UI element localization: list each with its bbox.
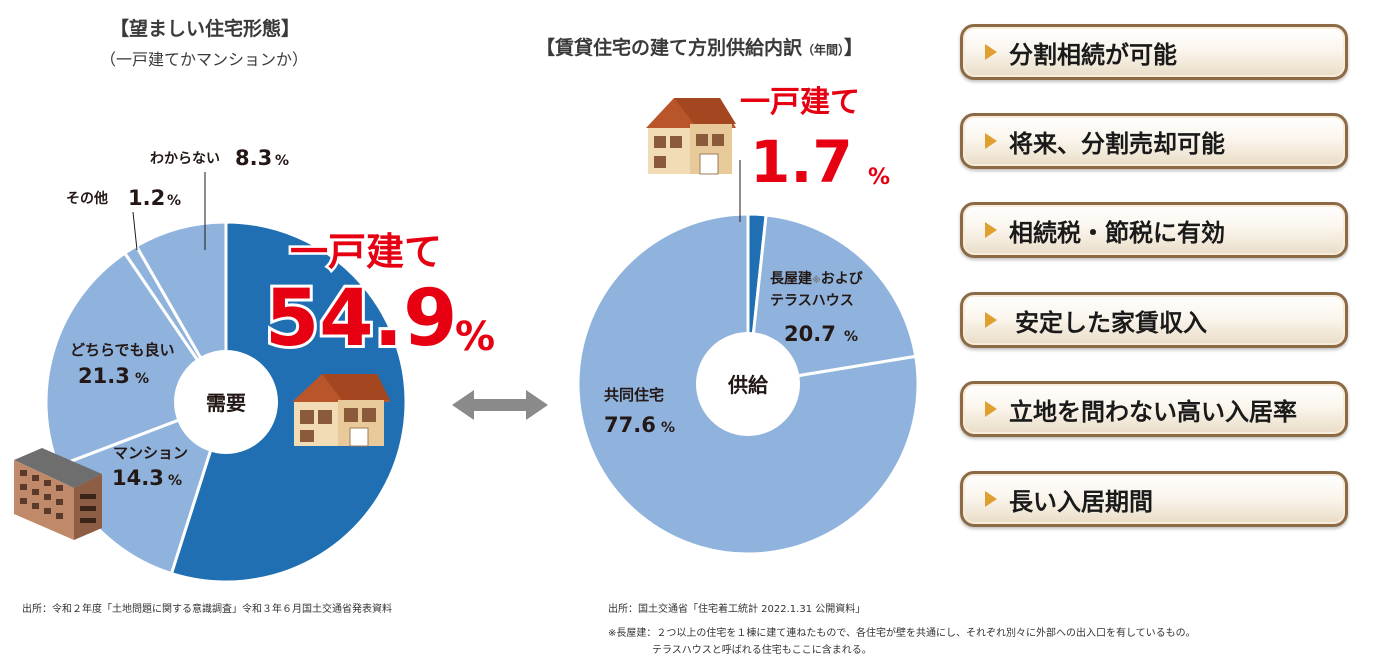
feature-item-label: 立地を問わない高い入居率	[1009, 397, 1297, 426]
left-pie-center-label: 需要	[206, 391, 246, 415]
feature-item-2: 将来、分割売却可能	[960, 113, 1348, 169]
pie-slice-1	[169, 220, 408, 584]
triangle-marker-icon	[985, 401, 997, 417]
label-nagaya-value: 20.7	[784, 322, 836, 346]
triangle-marker-icon	[985, 222, 997, 238]
feature-item-5: 立地を問わない高い入居率	[960, 381, 1348, 437]
label-mansion-unit: %	[168, 473, 182, 489]
feature-item-1: 分割相続が可能	[960, 24, 1348, 80]
feature-item-label: 分割相続が可能	[1009, 40, 1177, 69]
label-wakaranai-name: わからない	[150, 151, 220, 167]
triangle-marker-icon	[985, 133, 997, 149]
feature-item-3: 相続税・節税に有効	[960, 202, 1348, 258]
label-dochira-unit: %	[135, 371, 149, 387]
triangle-marker-icon	[985, 491, 997, 507]
label-wakaranai-unit: %	[275, 153, 289, 169]
right-highlight-value: 1.7	[750, 128, 853, 196]
label-wakaranai-value: 8.3	[235, 146, 272, 170]
right-source-note: 出所：国土交通省「住宅着工統計 2022.1.31 公開資料」	[608, 604, 866, 615]
double-arrow-icon	[452, 390, 548, 420]
left-chart-subtitle: （一戸建てかマンションか）	[100, 50, 309, 69]
right-chart-title-small: （年間）	[802, 43, 845, 57]
label-mansion-name: マンション	[113, 444, 188, 462]
triangle-marker-icon	[985, 44, 997, 60]
label-nagaya-name-2: テラスハウス	[770, 293, 854, 309]
feature-item-label: 長い入居期間	[1009, 487, 1153, 516]
label-kyodo-unit: %	[661, 420, 675, 436]
label-other-value: 1.2	[128, 186, 165, 210]
right-chart-title-end: 】	[844, 37, 864, 59]
right-pie-center-label: 供給	[727, 373, 769, 397]
label-mansion-value: 14.3	[112, 466, 164, 490]
label-other-leader	[132, 211, 138, 251]
apartment-building-icon	[14, 448, 102, 540]
label-dochira-value: 21.3	[78, 364, 130, 388]
feature-item-label: 相続税・節税に有効	[1009, 218, 1225, 247]
right-highlight-label: 一戸建て	[740, 85, 860, 120]
right-chart-title: 【賃貸住宅の建て方別供給内訳（年間）】	[536, 33, 863, 60]
label-other-unit: %	[167, 193, 181, 209]
triangle-marker-icon	[985, 312, 997, 328]
footnote-line-1: ※長屋建：２つ以上の住宅を１棟に建て連ねたもので、各住宅が壁を共通にし、それぞれ…	[608, 628, 1196, 639]
right-chart-title-main: 【賃貸住宅の建て方別供給内訳	[536, 37, 803, 59]
left-highlight-value: 54.9	[265, 274, 457, 364]
label-nagaya-unit: %	[844, 329, 858, 345]
feature-item-6: 長い入居期間	[960, 471, 1348, 527]
footnote-line-2: テラスハウスと呼ばれる住宅もここに含まれる。	[652, 645, 872, 656]
left-highlight-unit: %	[455, 314, 495, 360]
left-source-note: 出所：令和２年度「土地問題に関する意識調査」令和３年６月国土交通省発表資料	[22, 604, 392, 615]
label-kyodo-name: 共同住宅	[604, 386, 664, 404]
right-pie-center	[696, 332, 800, 436]
feature-item-4: 安定した家賃収入	[960, 292, 1348, 348]
feature-item-label: 将来、分割売却可能	[1009, 129, 1225, 158]
label-dochira-name: どちらでも良い	[70, 341, 175, 359]
label-other-name: その他	[66, 190, 108, 207]
feature-item-label: 安定した家賃収入	[1015, 308, 1207, 337]
right-highlight-unit: %	[868, 165, 890, 190]
left-pie-center	[174, 350, 278, 454]
left-highlight-label: 一戸建て	[290, 230, 442, 274]
left-chart-title: 【望ましい住宅形態】	[110, 18, 301, 40]
house-icon	[292, 374, 390, 447]
house-icon-right	[646, 98, 736, 175]
label-nagaya-name-1: 長屋建※および	[770, 270, 864, 287]
pie-slice-2	[746, 213, 918, 386]
label-kyodo-value: 77.6	[604, 413, 656, 437]
